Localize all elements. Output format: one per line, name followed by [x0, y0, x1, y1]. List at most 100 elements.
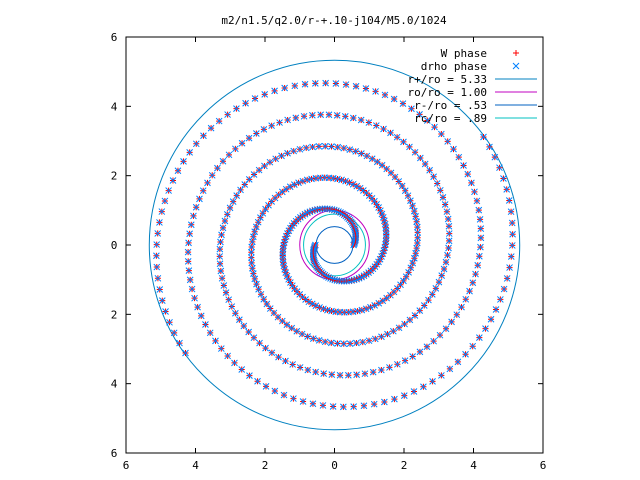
- drho-phase-point: [309, 335, 317, 342]
- drho-phase-point: [369, 368, 377, 376]
- drho-phase-point: [350, 403, 358, 410]
- drho-phase-point: [253, 280, 260, 288]
- chart-marks: [148, 59, 521, 431]
- drho-phase-point: [401, 187, 409, 195]
- drho-phase-point: [221, 217, 229, 225]
- legend-label: r-/ro = .53: [414, 99, 487, 112]
- drho-phase-point: [340, 340, 348, 348]
- drho-phase-point: [278, 317, 286, 325]
- drho-phase-point: [491, 153, 499, 161]
- drho-phase-point: [165, 187, 172, 194]
- drho-phase-point: [184, 248, 192, 256]
- drho-phase-point: [409, 202, 416, 210]
- drho-phase-point: [380, 125, 387, 133]
- drho-phase-point: [192, 140, 200, 148]
- drho-phase-point: [186, 230, 193, 238]
- drho-phase-point: [283, 321, 291, 329]
- drho-phase-point: [333, 111, 341, 119]
- drho-phase-point: [473, 197, 481, 205]
- drho-phase-point: [413, 218, 421, 226]
- drho-phase-point: [248, 259, 256, 267]
- drho-phase-point: [387, 129, 394, 137]
- drho-phase-point: [289, 361, 297, 368]
- drho-phase-point: [373, 158, 381, 166]
- drho-phase-point: [156, 219, 163, 226]
- drho-phase-point: [472, 270, 479, 278]
- drho-phase-point: [290, 395, 297, 402]
- drho-phase-point: [299, 398, 307, 405]
- drho-phase-point: [372, 122, 380, 129]
- drho-phase-point: [280, 391, 288, 399]
- drho-phase-point: [238, 139, 246, 147]
- drho-phase-point: [282, 185, 290, 193]
- drho-phase-point: [240, 322, 248, 330]
- x-tick-label: 2: [401, 459, 408, 472]
- drho-phase-point: [254, 377, 261, 385]
- drho-phase-point: [509, 230, 516, 238]
- drho-phase-point: [282, 357, 289, 365]
- drho-phase-point: [507, 253, 515, 260]
- drho-phase-point: [401, 357, 409, 365]
- y-tick-label: 6: [111, 447, 118, 460]
- drho-phase-point: [442, 325, 450, 333]
- drho-phase-point: [420, 302, 428, 309]
- drho-phase-point: [469, 279, 477, 287]
- drho-phase-point: [325, 111, 333, 119]
- drho-phase-point: [444, 215, 452, 223]
- drho-phase-point: [327, 339, 335, 347]
- drho-phase-point: [398, 182, 406, 190]
- drho-phase-point: [219, 157, 227, 165]
- drho-phase-point: [443, 208, 451, 216]
- drho-phase-point: [381, 398, 388, 406]
- drho-phase-point: [196, 195, 203, 203]
- drho-phase-point: [410, 388, 418, 395]
- drho-phase-point: [394, 360, 401, 368]
- drho-phase-point: [474, 261, 482, 269]
- drho-phase-point: [462, 295, 470, 303]
- drho-phase-point: [166, 318, 173, 326]
- drho-phase-point: [496, 164, 503, 172]
- drho-phase-point: [260, 295, 268, 303]
- reference-circle-4: [303, 213, 366, 277]
- drho-phase-point: [426, 166, 433, 174]
- drho-phase-point: [268, 122, 275, 130]
- drho-phase-point: [222, 289, 230, 297]
- drho-phase-point: [324, 306, 331, 314]
- drho-phase-point: [199, 187, 207, 195]
- drho-phase-point: [215, 117, 223, 125]
- drho-phase-point: [350, 276, 358, 284]
- legend-label: rc/ro = .89: [414, 112, 487, 125]
- drho-phase-point: [476, 252, 483, 260]
- drho-phase-point: [423, 117, 431, 124]
- drho-phase-point: [349, 114, 357, 122]
- drho-phase-point: [158, 208, 166, 215]
- drho-phase-point: [304, 333, 311, 340]
- drho-phase-point: [505, 197, 513, 204]
- drho-phase-point: [321, 142, 329, 150]
- drho-phase-point: [245, 328, 253, 336]
- drho-phase-point: [301, 80, 309, 88]
- drho-phase-point: [436, 331, 444, 339]
- drho-phase-point: [262, 344, 269, 352]
- drho-phase-point: [334, 143, 342, 151]
- drho-phase-point: [226, 204, 234, 212]
- drho-phase-point: [247, 254, 255, 261]
- drho-phase-point: [406, 143, 413, 151]
- drho-phase-point: [204, 179, 211, 187]
- drho-phase-point: [436, 186, 444, 194]
- drho-phase-point: [257, 290, 265, 298]
- y-tick-label: 2: [111, 308, 118, 321]
- reference-circle-3: [315, 226, 354, 264]
- drho-phase-point: [362, 85, 370, 92]
- drho-phase-point: [471, 188, 478, 196]
- drho-phase-point: [399, 100, 407, 107]
- drho-phase-point: [214, 164, 221, 172]
- drho-phase-point: [316, 304, 323, 311]
- drho-phase-point: [445, 222, 453, 230]
- drho-phase-point: [156, 286, 164, 293]
- drho-phase-point: [448, 318, 455, 326]
- drho-phase-point: [309, 143, 316, 151]
- x-tick-label: 6: [540, 459, 547, 472]
- drho-phase-point: [458, 303, 465, 311]
- drho-phase-point: [169, 177, 177, 184]
